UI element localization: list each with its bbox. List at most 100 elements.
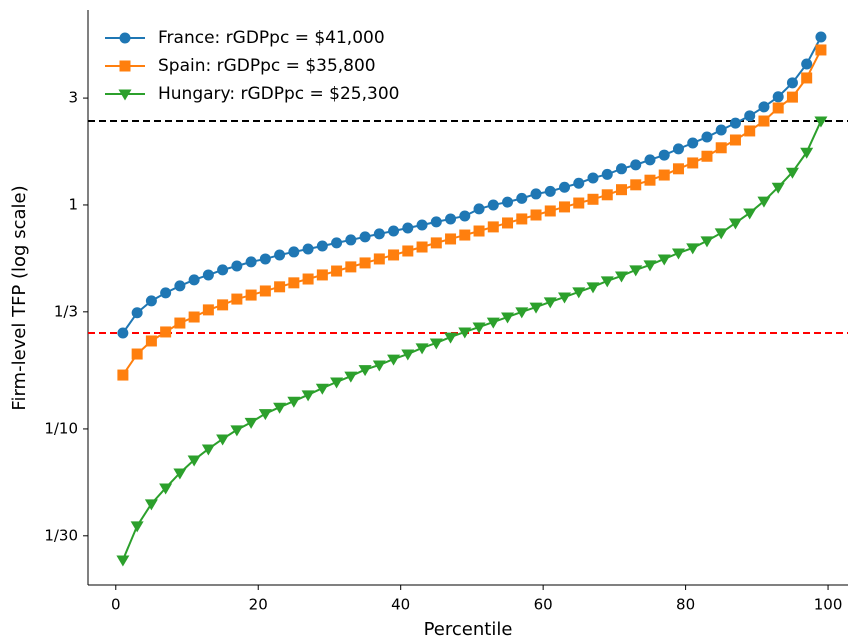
marker [245, 289, 257, 301]
marker [416, 241, 428, 253]
marker [744, 110, 756, 122]
marker [316, 240, 328, 252]
marker [687, 137, 699, 149]
marker [487, 221, 499, 233]
marker [302, 243, 314, 255]
marker [573, 197, 585, 209]
marker [671, 248, 685, 260]
marker [145, 295, 157, 307]
marker [145, 335, 157, 347]
marker [301, 390, 315, 402]
marker [544, 205, 556, 217]
marker [530, 188, 542, 200]
marker [559, 201, 571, 213]
y-tick-label: 1 [68, 195, 78, 213]
y-axis-label: Firm-level TFP (log scale) [9, 185, 30, 410]
marker [814, 116, 828, 128]
marker [501, 312, 515, 324]
marker [459, 229, 471, 241]
marker [174, 317, 186, 329]
marker [672, 143, 684, 155]
marker [244, 417, 258, 429]
marker [744, 125, 756, 137]
marker [558, 292, 572, 304]
marker [387, 354, 401, 366]
marker [473, 225, 485, 237]
marker [587, 193, 599, 205]
marker [231, 260, 243, 272]
x-tick-label: 40 [391, 596, 410, 614]
marker [188, 274, 200, 286]
marker [758, 101, 770, 113]
marker [116, 555, 130, 567]
marker [785, 167, 799, 179]
marker [644, 154, 656, 166]
marker [230, 425, 244, 437]
marker [529, 302, 543, 314]
marker [815, 31, 827, 43]
marker [543, 297, 557, 309]
marker [658, 169, 670, 181]
marker [601, 189, 613, 201]
marker [701, 150, 713, 162]
marker [643, 260, 657, 272]
marker [544, 185, 556, 197]
marker [728, 218, 742, 230]
x-tick-label: 0 [111, 596, 121, 614]
marker [658, 149, 670, 161]
marker [331, 237, 343, 249]
marker [345, 234, 357, 246]
marker [559, 181, 571, 193]
marker [743, 208, 757, 220]
marker [202, 269, 214, 281]
marker [573, 177, 585, 189]
marker [359, 257, 371, 269]
marker [117, 327, 129, 339]
marker [344, 371, 358, 383]
marker [288, 246, 300, 258]
marker [672, 163, 684, 175]
marker [757, 196, 771, 208]
marker [729, 117, 741, 129]
marker [715, 142, 727, 154]
marker [701, 131, 713, 143]
x-tick-label: 100 [814, 596, 843, 614]
marker [771, 182, 785, 194]
marker [800, 147, 814, 159]
marker [700, 236, 714, 248]
marker [388, 225, 400, 237]
series-line [121, 120, 822, 561]
marker [615, 163, 627, 175]
marker [273, 402, 287, 414]
marker [729, 134, 741, 146]
marker [686, 243, 700, 255]
marker [287, 396, 301, 408]
marker [516, 192, 528, 204]
marker [487, 199, 499, 211]
marker [786, 77, 798, 89]
y-tick-label: 1/10 [44, 419, 78, 437]
marker [459, 210, 471, 222]
legend-marker [118, 89, 132, 101]
legend-label: Spain: rGDPpc = $35,800 [158, 56, 376, 76]
marker [600, 276, 614, 288]
marker [259, 253, 271, 265]
marker [657, 254, 671, 266]
series-line [122, 36, 822, 334]
marker [274, 281, 286, 293]
marker [274, 249, 286, 261]
marker [530, 209, 542, 221]
marker [302, 273, 314, 285]
marker [715, 124, 727, 136]
marker [601, 168, 613, 180]
marker [359, 231, 371, 243]
marker [131, 307, 143, 319]
marker [644, 174, 656, 186]
marker [345, 261, 357, 273]
marker [217, 299, 229, 311]
marker [231, 293, 243, 305]
marker [160, 287, 172, 299]
marker [445, 213, 457, 225]
marker [188, 311, 200, 323]
